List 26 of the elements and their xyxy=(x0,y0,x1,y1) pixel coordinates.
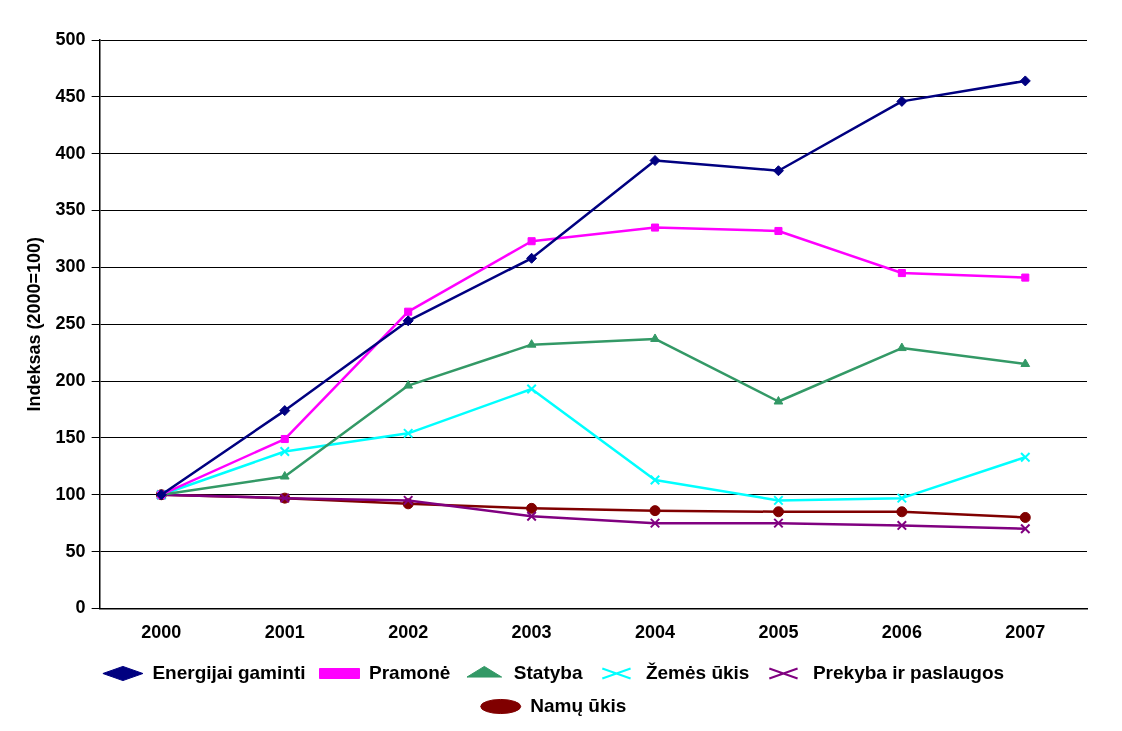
legend-label: Statyba xyxy=(513,661,583,683)
y-tick-label: 50 xyxy=(65,540,86,561)
x-tick-label: 2001 xyxy=(264,622,305,643)
y-tick-label: 450 xyxy=(55,85,86,106)
y-axis-title: Indeksas (2000=100) xyxy=(23,236,44,412)
legend-label: Pramonė xyxy=(369,661,451,683)
x-tick-label: 2007 xyxy=(1005,622,1046,643)
x-tick-label: 2000 xyxy=(141,622,182,643)
y-tick-label: 0 xyxy=(75,597,86,618)
legend-label: Prekyba ir paslaugos xyxy=(812,661,1005,683)
x-tick-label: 2004 xyxy=(635,622,676,643)
x-tick-label: 2002 xyxy=(388,622,429,643)
x-tick-label: 2005 xyxy=(758,622,799,643)
y-tick-label: 100 xyxy=(55,483,86,504)
y-tick-label: 250 xyxy=(55,313,86,334)
legend-label: Žemės ūkis xyxy=(645,661,750,683)
y-tick-label: 300 xyxy=(55,256,86,277)
legend-label: Energijai gaminti xyxy=(152,661,306,683)
y-tick-label: 500 xyxy=(55,28,86,49)
y-tick-label: 350 xyxy=(55,199,86,220)
x-tick-label: 2006 xyxy=(881,622,922,643)
legend-label: Namų ūkis xyxy=(530,694,627,716)
y-tick-label: 400 xyxy=(55,142,86,163)
y-tick-label: 150 xyxy=(55,426,86,447)
x-tick-label: 2003 xyxy=(511,622,552,643)
y-tick-label: 200 xyxy=(55,370,86,391)
